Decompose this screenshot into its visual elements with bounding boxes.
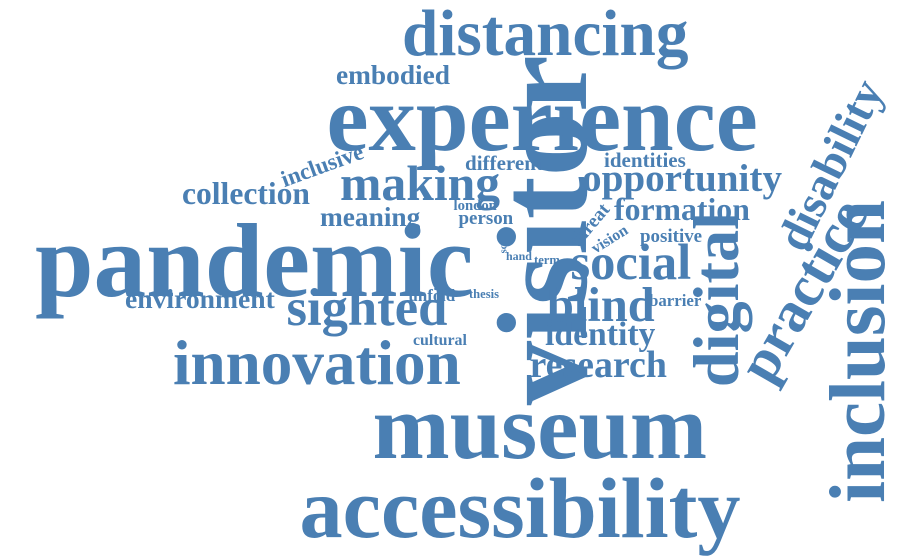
word-london: london <box>453 198 497 214</box>
word-formation: formation <box>614 191 750 227</box>
word-environment: environment <box>125 282 275 314</box>
word-meaning: meaning <box>320 202 421 232</box>
word-identity: identity <box>545 316 656 353</box>
word-sighted: sighted <box>286 279 448 337</box>
word-hand: hand <box>506 249 532 264</box>
word-making: making <box>340 156 501 212</box>
word-different: different <box>465 151 543 175</box>
word-pandemic: pandemic <box>35 202 474 319</box>
word-distancing: distancing <box>402 0 689 70</box>
word-research: research <box>529 344 667 386</box>
word-blind: blind <box>547 279 655 332</box>
word-collection: collection <box>182 176 310 211</box>
word-identities: identities <box>604 148 686 172</box>
word-term: term <box>534 253 560 267</box>
word-accessibility: accessibility <box>299 460 741 556</box>
word-innovation: innovation <box>173 328 461 398</box>
word-experience: experience <box>326 67 758 171</box>
word-thesis: thesis <box>469 287 499 302</box>
word-museum: museum <box>372 376 708 479</box>
word-sc: sc <box>497 244 509 254</box>
word-social: social <box>570 234 692 290</box>
word-embodied: embodied <box>336 60 451 90</box>
word-opportunity: opportunity <box>582 157 783 201</box>
word-barrier: barrier <box>649 291 702 310</box>
word-unfold: unfold <box>408 286 456 305</box>
word-positive: positive <box>640 226 703 247</box>
word-cultural: cultural <box>413 332 467 350</box>
word-person: person <box>458 208 514 229</box>
